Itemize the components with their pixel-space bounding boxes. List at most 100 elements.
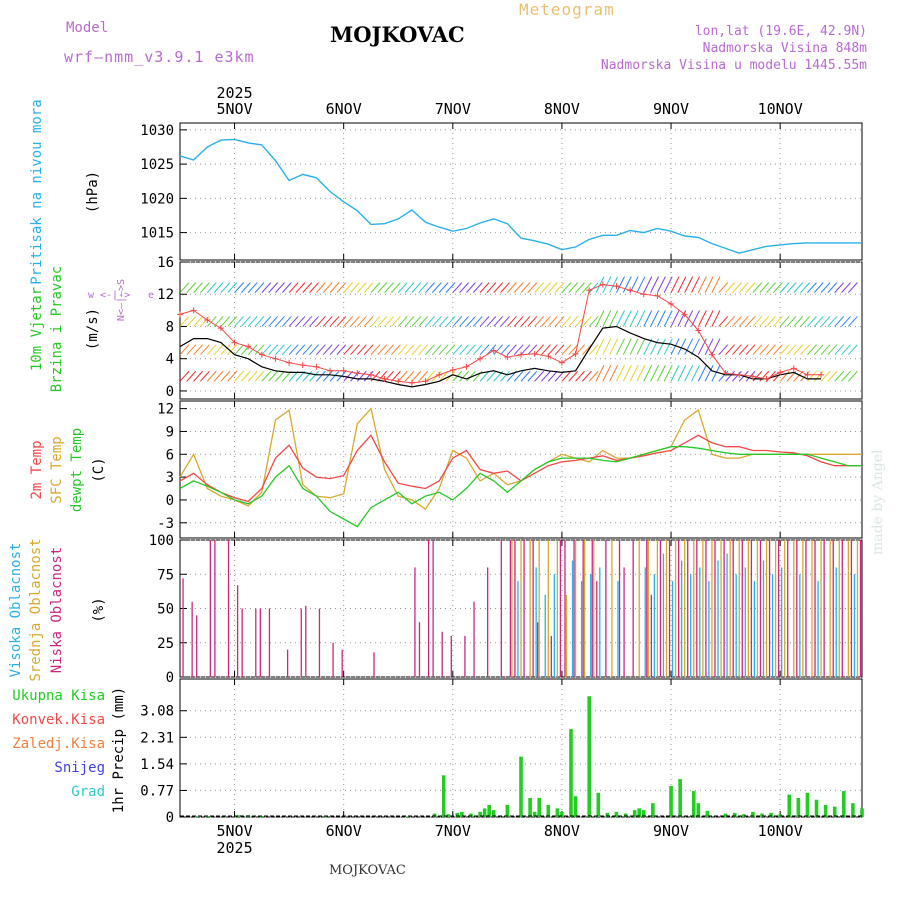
wind-barb <box>547 282 558 293</box>
wind-barb <box>295 316 306 327</box>
wind-barb <box>418 282 429 293</box>
wind-barb <box>759 344 770 356</box>
wind-barb <box>827 316 838 327</box>
wind-barb <box>779 344 790 356</box>
y-tick-label: 0 <box>166 384 174 400</box>
wind-barb <box>302 282 313 293</box>
wind-barb <box>745 316 756 327</box>
wind-gust-marker <box>749 373 756 380</box>
wind-barb <box>670 338 680 355</box>
wind-barb <box>520 370 531 382</box>
wind-gust-marker <box>245 343 252 350</box>
wind-barb <box>206 316 217 327</box>
wind-barb <box>397 282 408 293</box>
wind-barb <box>820 316 831 327</box>
precip-bar <box>632 810 637 817</box>
wind-barb <box>322 370 333 382</box>
wind-barb <box>466 316 476 327</box>
wind-title-1: 10m Vjetar <box>29 287 45 371</box>
wind-gust-marker <box>272 355 279 362</box>
wind-barb <box>377 282 388 293</box>
precip-bar <box>823 804 828 817</box>
wind-gust-marker <box>436 371 443 378</box>
wind-barb <box>227 316 238 327</box>
wind-barb <box>813 316 824 327</box>
precip-bar <box>605 812 610 817</box>
wind-barb <box>691 338 700 355</box>
wind-barb <box>582 344 592 356</box>
wind-gust-marker <box>722 370 729 377</box>
wind-barb <box>411 344 422 356</box>
wind-barb <box>506 282 517 293</box>
precip-bar <box>623 813 628 817</box>
wind-barb <box>732 370 742 382</box>
wind-barb <box>363 282 374 293</box>
wind-barb <box>438 316 449 327</box>
wind-barb <box>827 370 838 382</box>
wind-dir-w: w <box>88 290 95 301</box>
wind-barb <box>759 316 770 327</box>
y-tick-label: 9 <box>166 424 174 440</box>
precip-legend-item: Grad <box>71 784 105 800</box>
precip-bar <box>760 813 764 817</box>
wind-gust-marker <box>477 355 484 362</box>
precip-bar <box>641 810 646 817</box>
wind-barb <box>302 316 313 327</box>
wind-barb <box>684 338 694 355</box>
wind-barb <box>275 344 285 356</box>
wind-barb <box>302 344 313 356</box>
wind-barb <box>513 370 524 382</box>
wind-gust-marker <box>518 351 524 358</box>
wind-barb <box>322 316 333 327</box>
wind-barb <box>520 316 531 327</box>
wind-barb <box>691 365 700 382</box>
wind-barb <box>356 370 367 382</box>
wind-barb <box>636 310 646 327</box>
precip-bar <box>669 785 673 817</box>
wind-barb <box>275 282 285 293</box>
wind-barb <box>288 344 299 356</box>
precip-bar <box>528 798 532 817</box>
wind-barb <box>391 344 401 356</box>
wind-barb <box>541 282 551 293</box>
wind-barb <box>472 344 483 356</box>
wind-gust-marker <box>327 367 334 374</box>
wind-gust-marker <box>558 359 565 366</box>
y-tick-label: 3.08 <box>140 704 174 720</box>
precip-bar <box>851 803 855 817</box>
precip-bar <box>723 813 728 817</box>
wind-barb <box>568 344 579 356</box>
wind-barb <box>650 310 660 327</box>
wind-barb <box>847 282 858 293</box>
wind-barb <box>725 282 735 293</box>
wind-barb <box>281 282 292 293</box>
wind-barb <box>616 310 625 327</box>
wind-barb <box>575 370 585 382</box>
wind-barb <box>650 365 660 382</box>
wind-barb <box>234 344 244 356</box>
wind-barb <box>595 365 605 382</box>
wind-barb <box>827 282 838 293</box>
wind-barb <box>363 344 374 356</box>
wind-barb <box>309 316 319 327</box>
wind-barb <box>575 282 585 293</box>
wind-gust-marker <box>763 375 770 382</box>
wind-barb <box>438 344 449 356</box>
wind-barb <box>807 316 817 327</box>
precip-bar <box>432 813 437 817</box>
wind-barb <box>391 282 401 293</box>
wind-barb <box>486 370 497 382</box>
temp-2m-line <box>179 434 862 503</box>
wind-barb <box>602 365 612 382</box>
wind-barb <box>541 316 551 327</box>
wind-barb <box>820 344 831 356</box>
wind-barb <box>254 282 265 293</box>
pressure-title: Pritisak na nivou mora <box>29 99 45 284</box>
wind-barb <box>841 344 851 356</box>
y-tick-label: 1020 <box>140 191 174 207</box>
wind-barb <box>820 370 831 382</box>
wind-barb <box>847 316 858 327</box>
wind-barb <box>200 282 210 293</box>
wind-barbs <box>180 276 858 382</box>
wind-barb <box>220 316 231 327</box>
